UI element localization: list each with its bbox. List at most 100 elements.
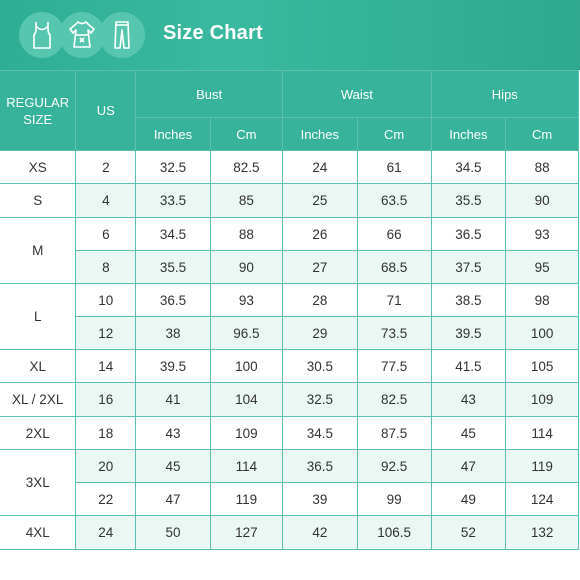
- cell-hips-cm: 100: [505, 316, 579, 350]
- cell-hips-cm: 132: [505, 515, 579, 550]
- header-bar: Size Chart: [0, 0, 580, 70]
- cell-waist-in: 39: [282, 482, 358, 516]
- size-cell: XL: [0, 349, 77, 383]
- cell-waist-cm: 92.5: [356, 449, 432, 483]
- cell-waist-in: 30.5: [282, 349, 358, 383]
- cell-us: 12: [75, 316, 137, 350]
- size-chart-table: REGULAR SIZE US Bust Waist Hips Inches C…: [0, 70, 580, 550]
- cell-waist-cm: 106.5: [356, 515, 432, 550]
- cell-hips-cm: 95: [505, 250, 579, 284]
- cell-hips-in: 49: [430, 482, 507, 516]
- table-row: S 4 33.5 85 25 63.5 35.5 90: [0, 183, 579, 218]
- cell-waist-cm: 68.5: [356, 250, 432, 284]
- subheader-bust-inches: Inches: [135, 117, 211, 151]
- cell-waist-cm: 99: [356, 482, 432, 516]
- cell-hips-in: 52: [430, 515, 507, 550]
- cell-hips-in: 47: [430, 449, 507, 483]
- cell-bust-cm: 104: [209, 382, 284, 417]
- cell-bust-in: 35.5: [135, 250, 211, 284]
- cell-bust-in: 39.5: [135, 349, 211, 383]
- cell-bust-in: 45: [135, 449, 211, 483]
- cell-us: 18: [75, 416, 137, 450]
- table-row: 3XL 20 45 114 36.5 92.5 47 119: [0, 449, 579, 516]
- cell-bust-cm: 100: [209, 349, 284, 383]
- cell-waist-cm: 73.5: [356, 316, 432, 350]
- size-cell: 4XL: [0, 515, 77, 550]
- cell-bust-cm: 90: [209, 250, 284, 284]
- cell-hips-in: 41.5: [430, 349, 507, 383]
- size-cell: M: [0, 217, 77, 284]
- tank-top-icon: [19, 12, 65, 58]
- cell-hips-cm: 114: [505, 416, 579, 450]
- cell-bust-cm: 109: [209, 416, 284, 450]
- size-cell: S: [0, 183, 77, 218]
- subheader-waist-inches: Inches: [282, 117, 358, 151]
- cell-bust-cm: 88: [209, 217, 284, 251]
- subheader-waist-cm: Cm: [356, 117, 432, 151]
- cell-hips-cm: 124: [505, 482, 579, 516]
- cell-hips-in: 35.5: [430, 183, 507, 218]
- cell-hips-cm: 93: [505, 217, 579, 251]
- size-cell: 2XL: [0, 416, 77, 450]
- size-cell: L: [0, 283, 77, 350]
- cell-hips-in: 39.5: [430, 316, 507, 350]
- header-hips: Hips: [430, 70, 580, 118]
- cell-hips-cm: 98: [505, 283, 579, 317]
- cell-bust-cm: 127: [209, 515, 284, 550]
- cell-bust-in: 47: [135, 482, 211, 516]
- cell-bust-in: 33.5: [135, 183, 211, 218]
- subheader-bust-cm: Cm: [209, 117, 284, 151]
- cell-us: 8: [75, 250, 137, 284]
- cell-waist-in: 29: [282, 316, 358, 350]
- cell-bust-cm: 93: [209, 283, 284, 317]
- table-row: XL 14 39.5 100 30.5 77.5 41.5 105: [0, 349, 579, 383]
- header-regular-size: REGULAR SIZE: [0, 70, 77, 151]
- size-cell: XS: [0, 150, 77, 184]
- cell-waist-cm: 87.5: [356, 416, 432, 450]
- cell-waist-in: 27: [282, 250, 358, 284]
- cell-hips-in: 37.5: [430, 250, 507, 284]
- cell-waist-in: 36.5: [282, 449, 358, 483]
- cell-waist-in: 24: [282, 150, 358, 184]
- page-title: Size Chart: [163, 22, 263, 44]
- cell-bust-in: 43: [135, 416, 211, 450]
- header-waist: Waist: [282, 70, 432, 118]
- cell-waist-in: 26: [282, 217, 358, 251]
- cell-bust-in: 36.5: [135, 283, 211, 317]
- cell-hips-cm: 88: [505, 150, 579, 184]
- table-row: XL / 2XL 16 41 104 32.5 82.5 43 109: [0, 382, 579, 417]
- cell-bust-cm: 82.5: [209, 150, 284, 184]
- cell-us: 2: [75, 150, 137, 184]
- cell-hips-in: 43: [430, 382, 507, 417]
- cell-waist-in: 25: [282, 183, 358, 218]
- cell-waist-in: 32.5: [282, 382, 358, 417]
- cell-hips-in: 45: [430, 416, 507, 450]
- table-row: XS 2 32.5 82.5 24 61 34.5 88: [0, 150, 579, 184]
- table-row: 12 38 96.5 29 73.5 39.5 100: [0, 316, 579, 350]
- cell-waist-cm: 77.5: [356, 349, 432, 383]
- cell-waist-in: 28: [282, 283, 358, 317]
- cell-us: 10: [75, 283, 137, 317]
- table-row: 8 35.5 90 27 68.5 37.5 95: [0, 250, 579, 284]
- cell-us: 6: [75, 217, 137, 251]
- cell-hips-in: 34.5: [430, 150, 507, 184]
- cell-bust-cm: 119: [209, 482, 284, 516]
- cell-bust-in: 32.5: [135, 150, 211, 184]
- cell-waist-cm: 66: [356, 217, 432, 251]
- cell-hips-cm: 119: [505, 449, 579, 483]
- cell-hips-cm: 90: [505, 183, 579, 218]
- size-cell: 3XL: [0, 449, 77, 516]
- subheader-hips-inches: Inches: [430, 117, 507, 151]
- cell-waist-cm: 61: [356, 150, 432, 184]
- cell-us: 4: [75, 183, 137, 218]
- cell-waist-cm: 63.5: [356, 183, 432, 218]
- cell-hips-in: 36.5: [430, 217, 507, 251]
- dress-icon: [59, 12, 105, 58]
- table-row: 2XL 18 43 109 34.5 87.5 45 114: [0, 416, 579, 450]
- cell-hips-in: 38.5: [430, 283, 507, 317]
- cell-bust-cm: 114: [209, 449, 284, 483]
- header-us: US: [75, 70, 137, 151]
- header-bust: Bust: [135, 70, 284, 118]
- cell-waist-in: 34.5: [282, 416, 358, 450]
- table-row: L 10 36.5 93 28 71 38.5 98: [0, 283, 579, 350]
